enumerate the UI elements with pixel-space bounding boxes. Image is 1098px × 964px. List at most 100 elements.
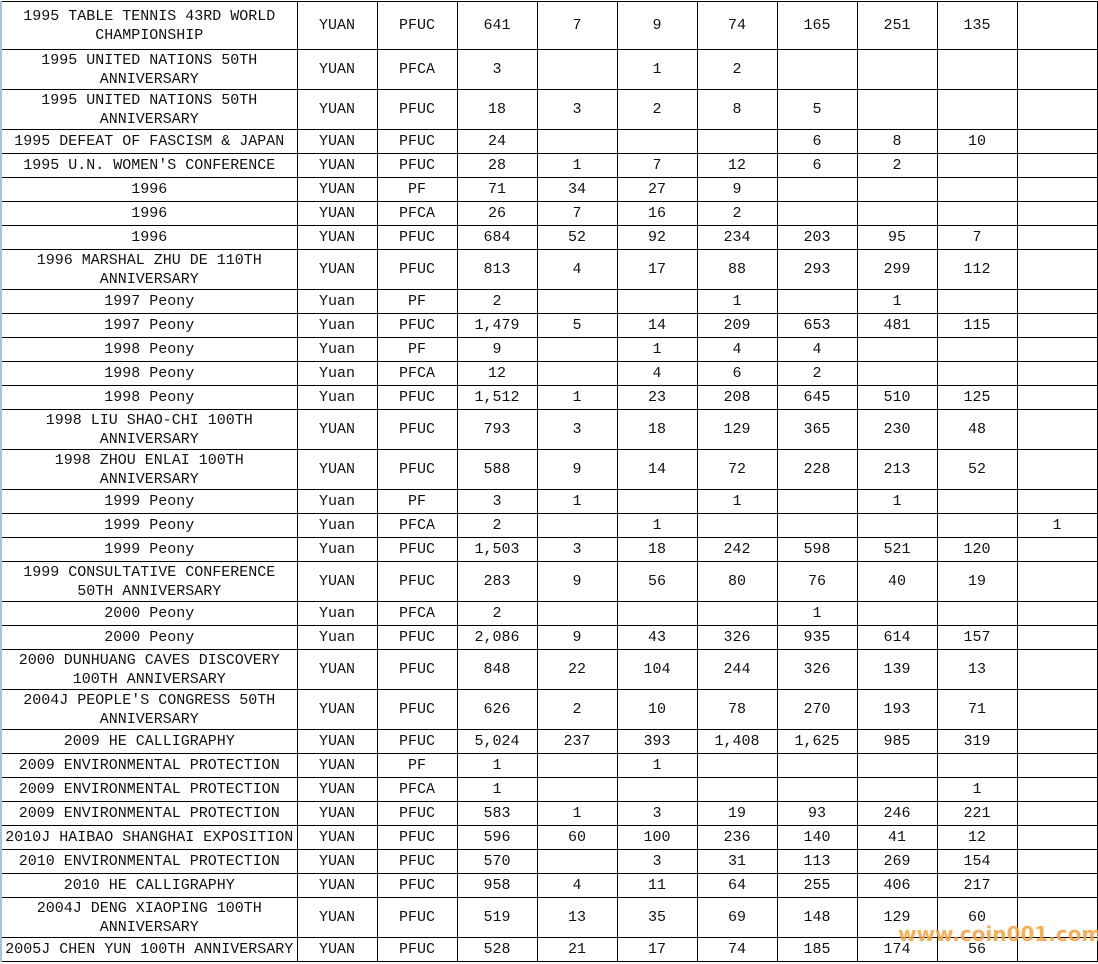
currency-unit-cell: YUAN <box>296 129 378 154</box>
total-count-cell: 528 <box>456 937 538 962</box>
grade-col-5-cell <box>856 601 938 626</box>
total-count-cell: 9 <box>456 337 538 362</box>
grade-col-6-cell: 115 <box>936 313 1018 338</box>
grade-col-2-cell: 56 <box>616 561 698 602</box>
currency-unit-cell: YUAN <box>296 873 378 898</box>
grade-col-6-cell: 60 <box>936 897 1018 938</box>
grade-type-cell: PFUC <box>376 409 458 450</box>
grade-type-cell: PFUC <box>376 225 458 250</box>
grade-type-cell: PFUC <box>376 153 458 178</box>
issue-name-cell: 2000 Peony <box>0 625 298 650</box>
grade-type-cell: PFUC <box>376 449 458 490</box>
currency-unit-cell: Yuan <box>296 313 378 338</box>
table-row: 2000 DUNHUANG CAVES DISCOVERY 100TH ANNI… <box>0 649 1098 690</box>
grade-col-1-cell: 5 <box>536 313 618 338</box>
table-row: 2009 ENVIRONMENTAL PROTECTION YUAN PFCA 1 1 <box>0 777 1098 802</box>
grade-col-7-cell <box>1016 649 1098 690</box>
total-count-cell: 2 <box>456 513 538 538</box>
grade-col-4-cell: 2 <box>776 361 858 386</box>
grade-col-6-cell: 13 <box>936 649 1018 690</box>
grade-col-6-cell <box>936 289 1018 314</box>
total-count-cell: 596 <box>456 825 538 850</box>
grade-type-cell: PFUC <box>376 89 458 130</box>
total-count-cell: 641 <box>456 1 538 50</box>
grade-type-cell: PFUC <box>376 313 458 338</box>
grade-col-3-cell: 2 <box>696 201 778 226</box>
grade-col-4-cell: 140 <box>776 825 858 850</box>
grade-col-1-cell <box>536 49 618 90</box>
grade-col-1-cell: 9 <box>536 561 618 602</box>
grade-col-1-cell <box>536 289 618 314</box>
grade-col-3-cell: 236 <box>696 825 778 850</box>
grade-col-2-cell: 1 <box>616 337 698 362</box>
currency-unit-cell: Yuan <box>296 537 378 562</box>
table-row: 2010J HAIBAO SHANGHAI EXPOSITION YUAN PFUC… <box>0 825 1098 850</box>
grade-col-7-cell <box>1016 561 1098 602</box>
total-count-cell: 813 <box>456 249 538 290</box>
table-row: 2000 Peony Yuan PFUC 2,086 9 43 326 935 614 157 <box>0 625 1098 650</box>
issue-name-cell: 2010 HE CALLIGRAPHY <box>0 873 298 898</box>
table-row: 1998 Peony Yuan PFUC 1,512 1 23 208 645 510 125 <box>0 385 1098 410</box>
grade-col-2-cell: 14 <box>616 313 698 338</box>
grade-col-7-cell <box>1016 601 1098 626</box>
total-count-cell: 28 <box>456 153 538 178</box>
table-row: 1996 MARSHAL ZHU DE 110TH ANNIVERSARY YUA… <box>0 249 1098 290</box>
grade-col-4-cell: 76 <box>776 561 858 602</box>
grade-col-3-cell: 9 <box>696 177 778 202</box>
grade-type-cell: PFUC <box>376 801 458 826</box>
grade-col-6-cell <box>936 513 1018 538</box>
currency-unit-cell: Yuan <box>296 489 378 514</box>
issue-name-cell: 1998 Peony <box>0 385 298 410</box>
grade-col-2-cell: 1 <box>616 49 698 90</box>
table-row: 1999 Peony Yuan PFCA 2 1 1 <box>0 513 1098 538</box>
table-row: 1997 Peony Yuan PF 2 1 1 <box>0 289 1098 314</box>
currency-unit-cell: YUAN <box>296 561 378 602</box>
grade-col-5-cell: 1 <box>856 489 938 514</box>
grade-col-2-cell: 11 <box>616 873 698 898</box>
issue-name-cell: 1995 DEFEAT OF FASCISM & JAPAN <box>0 129 298 154</box>
grade-col-2-cell: 1 <box>616 513 698 538</box>
issue-name-cell: 2009 HE CALLIGRAPHY <box>0 729 298 754</box>
grade-col-5-cell: 985 <box>856 729 938 754</box>
total-count-cell: 958 <box>456 873 538 898</box>
grade-col-7-cell <box>1016 537 1098 562</box>
grade-col-6-cell <box>936 89 1018 130</box>
grade-col-1-cell <box>536 777 618 802</box>
issue-name-cell: 1998 Peony <box>0 361 298 386</box>
grade-col-6-cell: 52 <box>936 449 1018 490</box>
grade-col-4-cell: 185 <box>776 937 858 962</box>
grade-col-6-cell: 12 <box>936 825 1018 850</box>
grade-col-2-cell: 17 <box>616 249 698 290</box>
grade-type-cell: PFUC <box>376 825 458 850</box>
total-count-cell: 793 <box>456 409 538 450</box>
grade-col-1-cell: 21 <box>536 937 618 962</box>
grade-col-1-cell <box>536 337 618 362</box>
grade-col-3-cell: 129 <box>696 409 778 450</box>
issue-name-cell: 1998 Peony <box>0 337 298 362</box>
table-row: 1998 Peony Yuan PF 9 1 4 4 <box>0 337 1098 362</box>
grade-col-2-cell: 92 <box>616 225 698 250</box>
currency-unit-cell: YUAN <box>296 897 378 938</box>
grade-col-3-cell: 4 <box>696 337 778 362</box>
issue-name-cell: 2010J HAIBAO SHANGHAI EXPOSITION <box>0 825 298 850</box>
grade-col-5-cell: 139 <box>856 649 938 690</box>
total-count-cell: 2,086 <box>456 625 538 650</box>
grade-col-5-cell <box>856 201 938 226</box>
grade-type-cell: PFUC <box>376 649 458 690</box>
grade-type-cell: PFUC <box>376 689 458 730</box>
table-row: 1997 Peony Yuan PFUC 1,479 5 14 209 653 481 115 <box>0 313 1098 338</box>
grade-col-3-cell <box>696 513 778 538</box>
grade-col-6-cell: 7 <box>936 225 1018 250</box>
currency-unit-cell: YUAN <box>296 849 378 874</box>
grade-col-6-cell: 154 <box>936 849 1018 874</box>
grade-type-cell: PF <box>376 489 458 514</box>
grade-col-1-cell: 22 <box>536 649 618 690</box>
total-count-cell: 588 <box>456 449 538 490</box>
currency-unit-cell: Yuan <box>296 361 378 386</box>
grade-col-5-cell: 1 <box>856 289 938 314</box>
total-count-cell: 684 <box>456 225 538 250</box>
grade-col-2-cell: 104 <box>616 649 698 690</box>
grade-col-1-cell <box>536 601 618 626</box>
grade-col-1-cell <box>536 513 618 538</box>
grade-col-6-cell <box>936 337 1018 362</box>
